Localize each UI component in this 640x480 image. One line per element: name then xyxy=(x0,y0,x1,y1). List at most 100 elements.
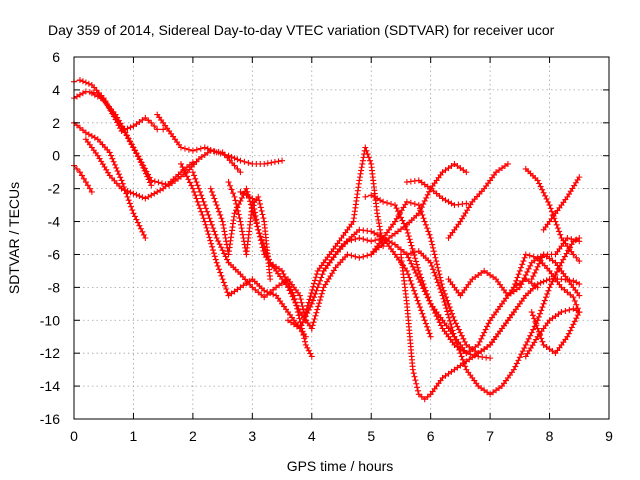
marker xyxy=(431,269,438,276)
marker xyxy=(194,198,201,205)
marker xyxy=(317,277,324,284)
marker xyxy=(188,182,195,189)
marker xyxy=(309,297,316,304)
marker xyxy=(113,164,120,171)
marker xyxy=(296,315,303,322)
marker xyxy=(530,273,537,280)
marker xyxy=(205,231,212,238)
marker xyxy=(73,165,80,172)
marker xyxy=(202,205,209,212)
marker xyxy=(155,179,162,186)
marker xyxy=(236,215,243,222)
data-point xyxy=(362,193,369,200)
marker xyxy=(552,218,559,225)
marker xyxy=(198,192,205,199)
marker xyxy=(235,211,242,218)
marker xyxy=(519,278,526,285)
marker xyxy=(220,279,227,286)
y-tick-label: -6 xyxy=(48,246,61,262)
marker xyxy=(212,231,219,238)
marker xyxy=(425,327,432,334)
data-point xyxy=(356,235,363,241)
marker xyxy=(205,211,212,218)
data-point xyxy=(576,292,583,299)
marker xyxy=(299,319,306,326)
marker xyxy=(215,238,222,245)
marker xyxy=(573,254,580,261)
marker xyxy=(142,170,149,177)
marker xyxy=(478,335,485,342)
marker xyxy=(416,304,423,311)
data-point xyxy=(296,325,303,332)
marker xyxy=(540,300,547,307)
data-point xyxy=(528,309,535,316)
marker xyxy=(127,189,134,196)
marker xyxy=(434,264,441,271)
data-point xyxy=(261,287,268,294)
marker xyxy=(437,277,444,284)
marker xyxy=(158,180,165,187)
series-s16 xyxy=(320,226,434,340)
marker xyxy=(298,299,305,306)
data-point xyxy=(308,300,315,307)
marker xyxy=(460,335,467,342)
marker xyxy=(405,254,412,261)
marker xyxy=(413,258,420,265)
marker xyxy=(417,207,424,214)
marker xyxy=(313,309,320,316)
marker xyxy=(182,170,189,177)
data-point xyxy=(463,200,470,207)
marker xyxy=(519,261,526,268)
marker xyxy=(411,252,418,259)
y-axis-label: SDTVAR / TECUs xyxy=(6,182,22,294)
marker xyxy=(234,165,241,172)
data-point xyxy=(189,147,196,154)
data-point xyxy=(130,190,137,197)
data-point xyxy=(576,281,583,288)
marker xyxy=(422,320,429,327)
marker xyxy=(411,287,418,294)
marker xyxy=(412,290,419,297)
marker xyxy=(107,152,114,159)
marker xyxy=(518,264,525,271)
marker xyxy=(531,269,538,276)
marker xyxy=(513,360,520,367)
data-point xyxy=(558,259,565,266)
marker xyxy=(207,237,214,244)
marker xyxy=(524,268,531,275)
marker xyxy=(195,185,202,192)
marker xyxy=(191,188,198,195)
data-points xyxy=(71,77,583,403)
marker xyxy=(562,307,569,314)
marker xyxy=(305,299,312,306)
marker xyxy=(271,158,278,165)
data-point xyxy=(463,169,470,176)
data-point xyxy=(510,284,517,291)
data-point xyxy=(439,292,446,299)
marker xyxy=(221,151,228,158)
marker xyxy=(80,175,87,182)
marker xyxy=(258,240,265,247)
marker xyxy=(408,281,415,288)
data-point xyxy=(231,162,238,169)
marker xyxy=(556,228,563,235)
marker xyxy=(202,221,209,228)
plot-frame xyxy=(73,56,610,420)
marker xyxy=(572,237,579,244)
marker xyxy=(536,260,543,267)
marker xyxy=(312,274,319,281)
marker xyxy=(357,170,364,177)
series-s6 xyxy=(88,90,155,189)
marker xyxy=(137,225,144,232)
marker xyxy=(412,255,419,262)
marker xyxy=(259,211,266,218)
marker xyxy=(299,328,306,335)
marker xyxy=(418,204,425,211)
marker xyxy=(139,228,146,235)
marker xyxy=(429,303,436,310)
marker xyxy=(515,357,522,364)
marker xyxy=(394,208,401,215)
marker xyxy=(211,195,218,202)
data-point xyxy=(427,259,434,266)
data-point xyxy=(82,179,89,186)
